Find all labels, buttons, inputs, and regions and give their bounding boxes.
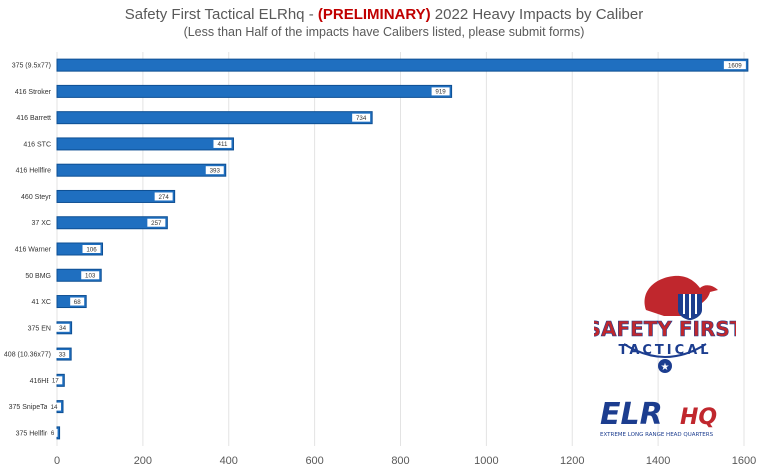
title-prefix: Safety First Tactical ELRhq - [124, 6, 318, 23]
chart-title: Safety First Tactical ELRhq - (PRELIMINA… [0, 6, 768, 23]
category-label: 375 SnipeTac [9, 404, 52, 411]
x-tick-label: 200 [134, 455, 152, 467]
category-label: 416 STC [23, 141, 51, 148]
category-label: 375 (9.5x77) [12, 63, 51, 70]
category-label: 416 Warner [15, 247, 52, 254]
data-label-bg [723, 61, 746, 70]
data-label: 17 [52, 378, 59, 385]
data-label: 919 [435, 89, 446, 96]
category-label: 460 Steyr [21, 194, 52, 201]
x-tick-label: 600 [305, 455, 323, 467]
title-suffix: 2022 Heavy Impacts by Caliber [430, 6, 644, 23]
category-label: 416 Barrett [16, 115, 51, 122]
x-tick-label: 400 [220, 455, 238, 467]
category-label: 50 BMG [25, 273, 51, 280]
data-label: 734 [356, 115, 367, 122]
x-tick-label: 1200 [560, 455, 584, 467]
data-label: 257 [151, 220, 162, 227]
data-label: 411 [218, 141, 228, 148]
x-tick-label: 1400 [646, 455, 670, 467]
category-label: 41 XC [32, 299, 51, 306]
x-tick-label: 800 [391, 455, 409, 467]
bar [56, 84, 453, 98]
data-label-bg [47, 402, 62, 411]
bar [56, 216, 168, 230]
data-label: 14 [51, 404, 58, 411]
logo-hq-text: HQ [680, 405, 717, 430]
category-label: 416 Hellfire [16, 168, 52, 175]
data-label-bg [47, 428, 58, 437]
data-label: 34 [59, 325, 66, 332]
x-tick-label: 0 [54, 455, 60, 467]
data-label-bg [81, 271, 100, 280]
data-label: 33 [59, 351, 66, 358]
data-label: 6 [51, 430, 55, 437]
star-icon: ★ [661, 362, 670, 373]
data-label-bg [352, 113, 371, 122]
data-label-bg [154, 192, 173, 201]
data-label-bg [431, 87, 450, 96]
category-label: 37 XC [32, 220, 51, 227]
data-label: 274 [158, 194, 169, 201]
data-label-bg [147, 218, 166, 227]
data-label: 68 [74, 299, 81, 306]
logo-tactical-text: TACTICAL [618, 343, 711, 358]
bar [56, 111, 373, 125]
data-label-bg [55, 350, 70, 359]
safety-first-tactical-logo: SAFETY FIRST TACTICAL ★ [594, 275, 736, 373]
data-label-bg [82, 245, 101, 253]
data-label: 106 [86, 246, 97, 253]
data-label-bg [55, 323, 70, 332]
logo-elr-text: ELR [600, 397, 663, 432]
category-label: 416 Stroker [15, 89, 52, 96]
title-highlight: (PRELIMINARY) [317, 6, 431, 23]
data-label-bg [205, 166, 224, 175]
data-label-bg [213, 139, 232, 148]
category-label: 416HB [30, 378, 52, 385]
bar [56, 189, 176, 203]
data-label: 103 [85, 273, 96, 280]
category-label: 408 (10.36x77) [4, 352, 51, 359]
elrhq-logo: ELR HQ EXTREME LONG RANGE HEAD QUARTERS [600, 397, 717, 438]
x-tick-label: 1600 [732, 455, 756, 467]
category-label: 375 EN [28, 325, 51, 332]
x-tick-label: 1000 [474, 455, 498, 467]
data-label: 393 [210, 168, 221, 175]
category-label: 375 Hellfire [16, 430, 52, 437]
logo-safety-first-text: SAFETY FIRST [594, 317, 736, 341]
logo-tagline-text: EXTREME LONG RANGE HEAD QUARTERS [600, 432, 714, 438]
bar [56, 163, 227, 177]
data-label-bg [70, 297, 85, 306]
bar [56, 58, 749, 72]
data-label-bg [48, 376, 63, 385]
chart-subtitle: (Less than Half of the impacts have Cali… [183, 25, 585, 39]
bar [56, 137, 234, 151]
data-label: 1609 [728, 62, 742, 69]
